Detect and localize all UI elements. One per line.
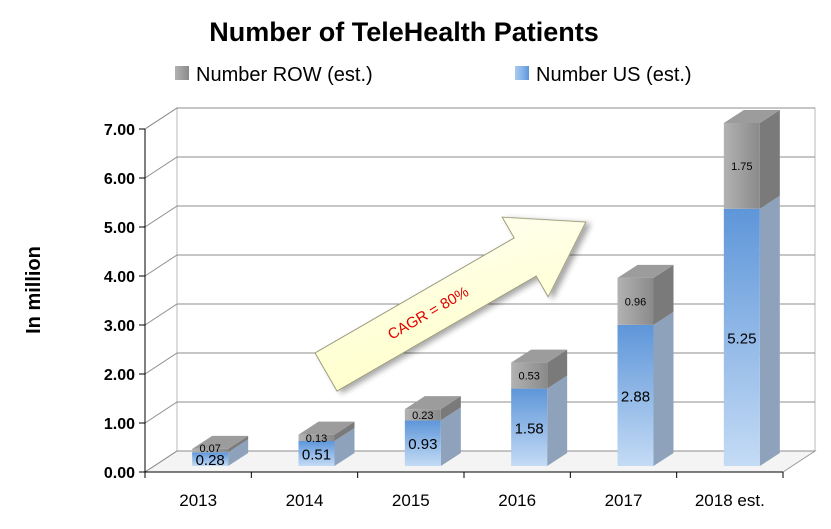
bar-us	[404, 420, 441, 466]
gridline	[144, 450, 815, 473]
bar-us-side	[547, 375, 568, 466]
bar-row-side	[653, 264, 674, 325]
data-label-us: 0.51	[302, 447, 331, 464]
bar-top	[298, 421, 355, 435]
data-label-us: 0.93	[408, 436, 437, 453]
bar-top	[192, 435, 249, 449]
bar-us	[511, 388, 548, 466]
bar-stack	[617, 264, 674, 466]
data-label-us: 2.88	[621, 388, 650, 405]
bar-stack	[192, 435, 249, 466]
gridline	[144, 156, 815, 179]
bar-top	[617, 264, 674, 278]
bar-row	[192, 448, 229, 453]
arrow-shape	[314, 216, 587, 392]
y-tick-label: 1.00	[104, 416, 135, 433]
gridline	[144, 401, 815, 424]
bar-us-side	[440, 407, 461, 466]
gridline	[144, 205, 815, 228]
data-label-row: 0.23	[412, 410, 433, 422]
x-tick-label: 2017	[605, 491, 643, 510]
bar-us	[723, 208, 760, 466]
bar-row	[617, 277, 654, 325]
bar-stack	[404, 396, 461, 466]
bar-row-side	[547, 349, 568, 389]
bar-row	[298, 434, 335, 442]
y-tick-label: 4.00	[104, 269, 135, 286]
gridline	[144, 303, 815, 326]
bar-top	[511, 349, 568, 363]
bar-row-side	[440, 396, 461, 421]
y-tick-label: 5.00	[104, 220, 135, 237]
bar-row-side	[759, 110, 780, 209]
legend-swatch	[515, 66, 529, 80]
y-axis: 0.00 1.00 2.00 3.00 4.00 5.00 6.00 7.00	[104, 122, 146, 482]
x-tick-label: 2014	[286, 491, 324, 510]
y-tick-label: 2.00	[104, 367, 135, 384]
bar-row-side	[334, 421, 355, 442]
bar-stack	[511, 349, 568, 466]
bar-row	[511, 362, 548, 389]
bars	[192, 110, 780, 466]
chart-title: Number of TeleHealth Patients	[209, 17, 599, 47]
data-label-row: 0.53	[518, 371, 539, 383]
y-axis-label: In million	[23, 246, 45, 334]
y-tick-label: 6.00	[104, 171, 135, 188]
data-label-row: 0.07	[199, 443, 220, 455]
bar-us	[617, 324, 654, 466]
x-tick-label: 2018 est.	[695, 491, 765, 510]
bar-us-side	[759, 195, 780, 466]
data-label-us: 1.58	[515, 420, 544, 437]
y-tick-label: 0.00	[104, 465, 135, 482]
x-axis: 2013 2014 2015 2016 2017 2018 est.	[144, 471, 784, 510]
x-tick-label: 2015	[392, 491, 430, 510]
gridline	[144, 107, 815, 130]
data-label-row: 0.96	[625, 296, 646, 308]
x-tick-label: 2016	[498, 491, 536, 510]
x-tick-label: 2013	[179, 491, 217, 510]
legend-label: Number US (est.)	[536, 64, 692, 86]
bar-stack	[723, 110, 780, 466]
data-label-us: 5.25	[727, 330, 756, 347]
legend-swatch	[175, 66, 189, 80]
gridline	[144, 352, 815, 375]
legend-label: Number ROW (est.)	[196, 64, 373, 86]
bar-us-side	[334, 428, 355, 466]
legend: Number ROW (est.) Number US (est.)	[175, 64, 692, 86]
data-label-us: 0.28	[196, 452, 225, 469]
bar-us	[298, 441, 335, 466]
bar-row-side	[228, 435, 249, 453]
data-labels: 0.280.07 0.51 0.13 0.93 0.23 1.58 0.53 2.88 0.96…	[196, 161, 757, 469]
y-tick-label: 7.00	[104, 122, 135, 139]
y-tick-label: 3.00	[104, 318, 135, 335]
data-label-row: 0.13	[306, 433, 327, 445]
bar-top	[404, 396, 461, 410]
bar-top	[723, 110, 780, 123]
bar-row	[404, 409, 441, 421]
bar-us	[192, 452, 229, 466]
bar-us-side	[228, 439, 249, 466]
gridline	[144, 254, 815, 277]
bar-us-side	[653, 311, 674, 466]
data-label-row: 1.75	[731, 161, 752, 173]
side-wall	[144, 107, 178, 473]
gridlines	[144, 107, 815, 473]
bar-row	[723, 123, 760, 209]
bar-stack	[298, 421, 355, 466]
